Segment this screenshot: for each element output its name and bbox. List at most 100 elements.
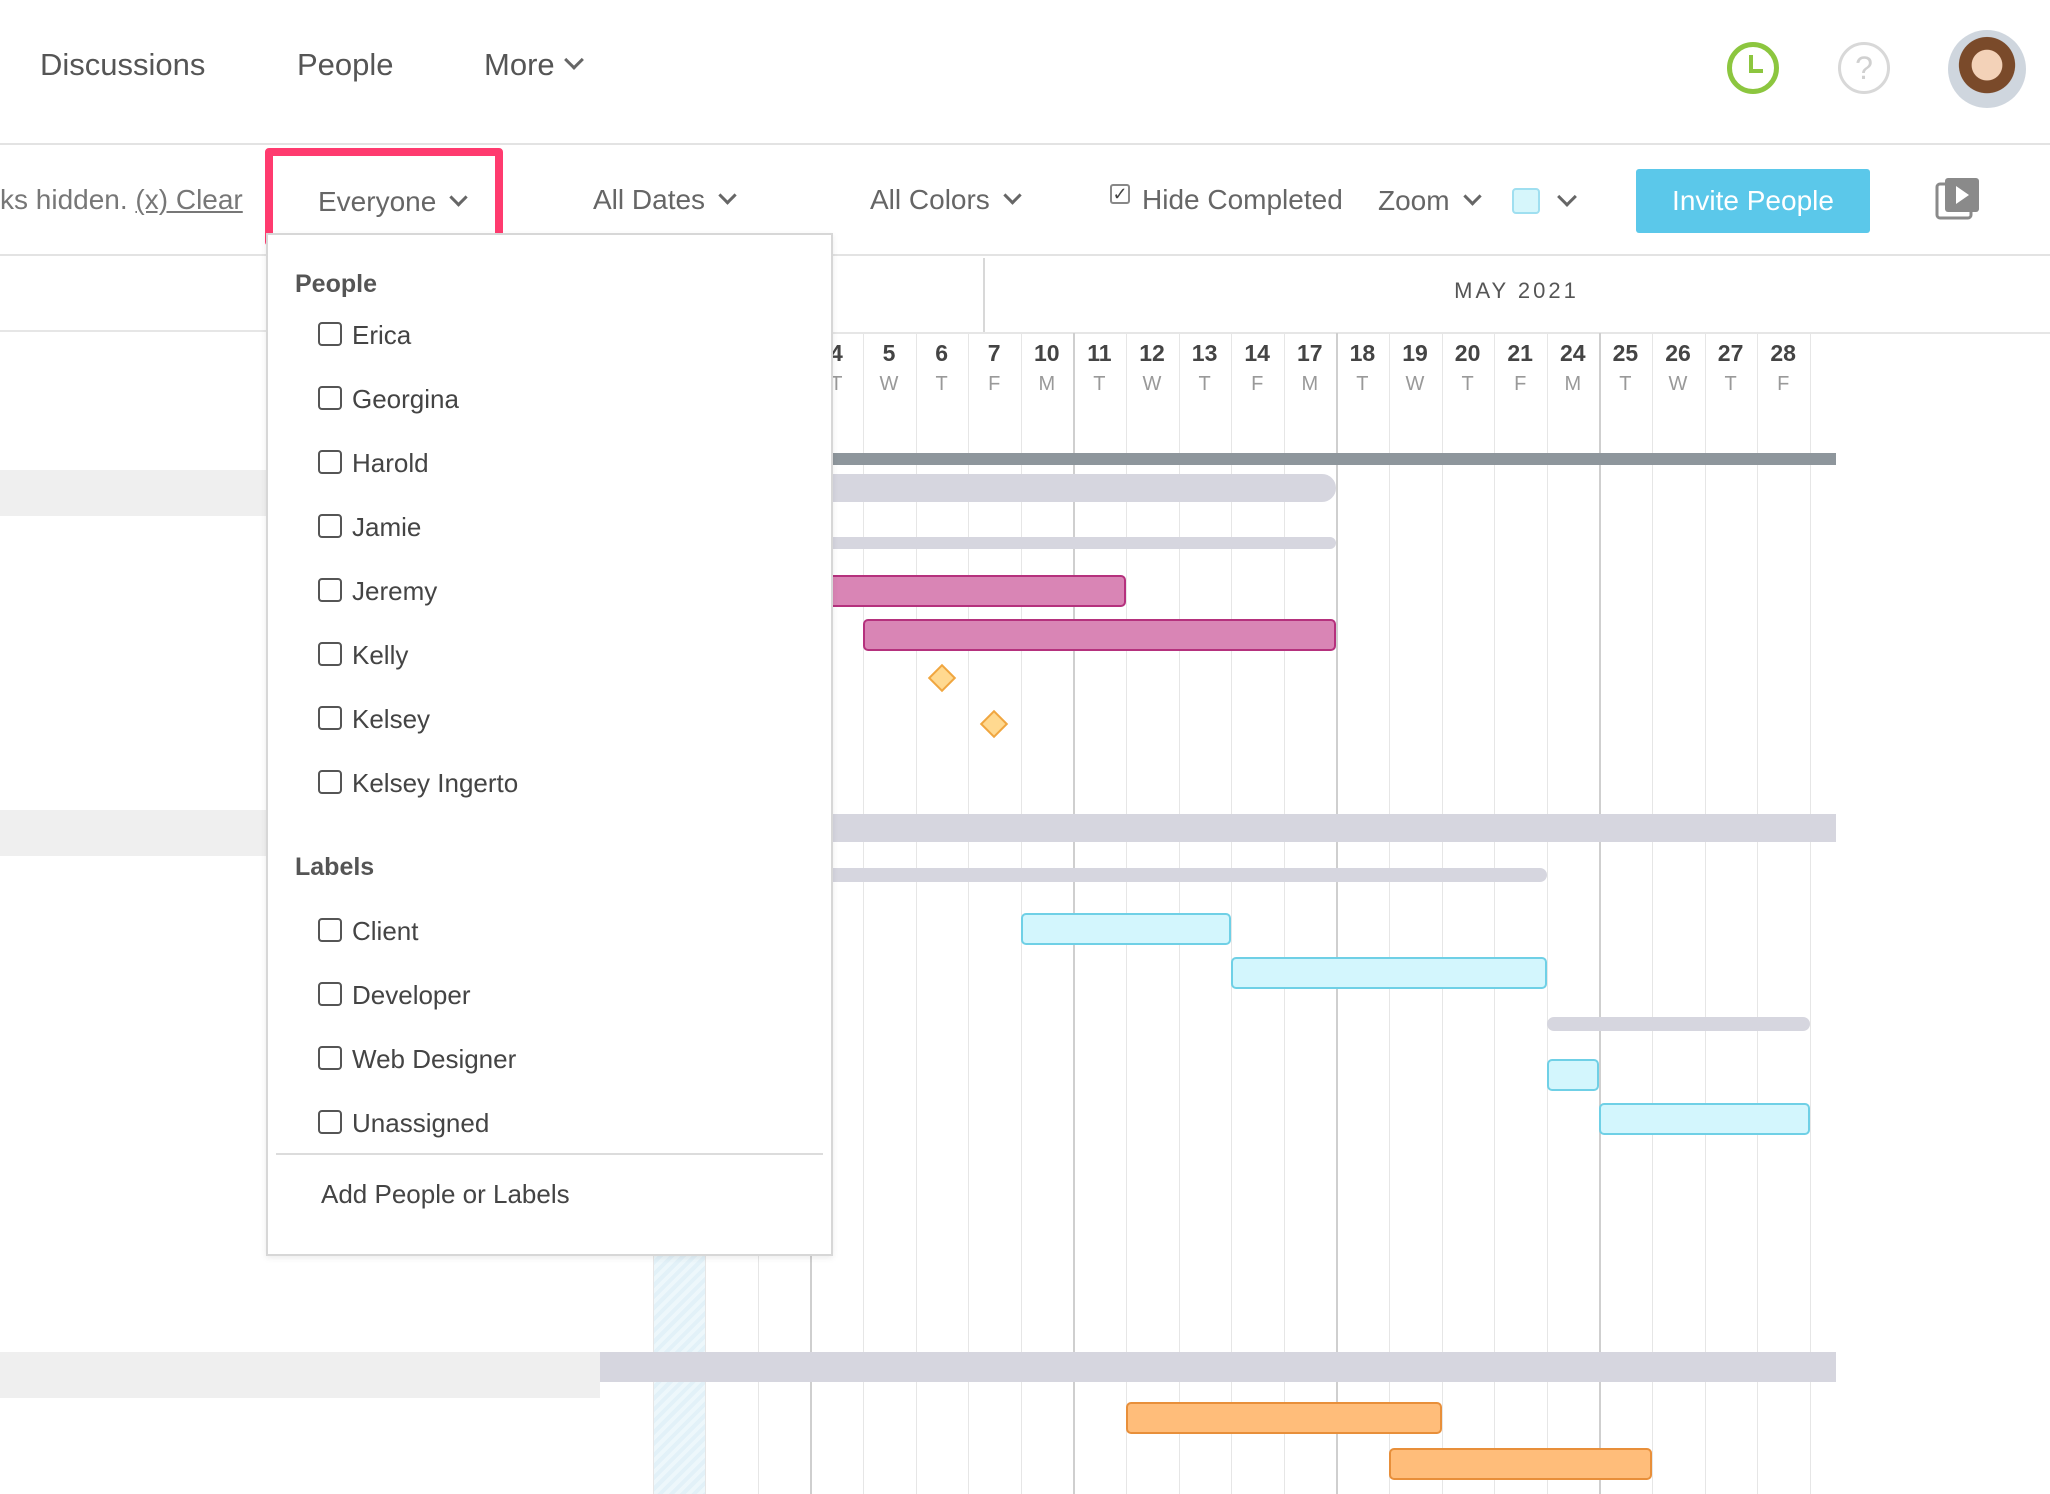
filter-option[interactable]: Kelsey Ingerto bbox=[318, 767, 518, 799]
hide-completed-label: Hide Completed bbox=[1142, 184, 1343, 215]
task-bar[interactable] bbox=[1231, 957, 1547, 989]
filter-option[interactable]: Georgina bbox=[318, 383, 459, 415]
task-bar[interactable] bbox=[1126, 1402, 1442, 1434]
filter-option-label: Erica bbox=[352, 320, 412, 350]
people-filter-dropdown: People Erica Georgina Harold Jamie Jeremy Kel… bbox=[266, 233, 833, 1256]
zoom-label: Zoom bbox=[1378, 185, 1450, 216]
clear-link[interactable]: (x) Clear bbox=[135, 184, 243, 215]
all-dates-label: All Dates bbox=[593, 184, 706, 215]
day-number: 21 bbox=[1507, 340, 1533, 366]
day-letter: F bbox=[1251, 373, 1264, 395]
everyone-highlight: Everyone bbox=[265, 148, 503, 246]
day-number: 24 bbox=[1560, 340, 1586, 366]
chevron-down-icon bbox=[563, 50, 584, 70]
task-bar[interactable] bbox=[1020, 913, 1232, 945]
task-bar[interactable] bbox=[863, 619, 1337, 651]
day-number: 11 bbox=[1087, 340, 1112, 366]
task-bar[interactable] bbox=[600, 1352, 1837, 1382]
day-letter: W bbox=[1405, 373, 1425, 395]
task-bar[interactable] bbox=[1389, 1448, 1652, 1480]
filter-option[interactable]: Jamie bbox=[318, 511, 421, 543]
grid-line bbox=[968, 333, 970, 1494]
day-letter: T bbox=[1198, 373, 1211, 395]
day-number: 4 bbox=[829, 340, 843, 366]
everyone-label: Everyone bbox=[318, 186, 437, 217]
day-letter: T bbox=[1093, 373, 1106, 395]
grid-line bbox=[1020, 333, 1022, 1494]
avatar[interactable] bbox=[1948, 30, 2026, 108]
invite-people-button[interactable]: Invite People bbox=[1636, 169, 1870, 233]
chevron-down-icon[interactable] bbox=[1557, 187, 1577, 207]
chevron-down-icon bbox=[718, 186, 737, 205]
day-number: 20 bbox=[1454, 340, 1481, 366]
checkbox-icon[interactable] bbox=[318, 514, 342, 538]
checkbox-icon[interactable] bbox=[318, 642, 342, 666]
filter-option[interactable]: Erica bbox=[318, 319, 411, 351]
filter-toolbar: ks hidden. (x) Clear Everyone All Dates … bbox=[0, 146, 2050, 256]
milestone-diamond[interactable] bbox=[927, 663, 956, 693]
play-video-icon[interactable] bbox=[1935, 176, 1981, 222]
task-bar[interactable] bbox=[757, 537, 1337, 549]
grid-line bbox=[915, 333, 917, 1494]
list-group-row[interactable] bbox=[0, 1352, 600, 1398]
grid-line bbox=[1546, 333, 1548, 1494]
filter-option[interactable]: Harold bbox=[318, 447, 429, 479]
filter-option-label: Harold bbox=[352, 448, 429, 478]
day-letter: T bbox=[1461, 373, 1474, 395]
hide-completed-checkbox[interactable]: ✓ bbox=[1110, 184, 1130, 204]
checkbox-icon[interactable] bbox=[318, 322, 342, 346]
day-number: 14 bbox=[1244, 340, 1270, 366]
hidden-tasks-note: ks hidden. (x) Clear bbox=[0, 180, 243, 220]
grid-line bbox=[1231, 333, 1233, 1494]
month-header: MAY 2021 bbox=[1454, 278, 1579, 303]
checkbox-icon[interactable] bbox=[318, 578, 342, 602]
chevron-down-icon bbox=[1462, 187, 1482, 206]
all-colors-filter[interactable]: All Colors bbox=[870, 180, 1022, 220]
milestone-diamond[interactable] bbox=[980, 709, 1009, 739]
task-bar[interactable] bbox=[1546, 1059, 1600, 1091]
filter-option-label: Web Designer bbox=[352, 1044, 517, 1074]
nav-people[interactable]: People bbox=[297, 47, 394, 82]
checkbox-icon[interactable] bbox=[318, 982, 342, 1006]
checkbox-icon[interactable] bbox=[318, 1110, 342, 1134]
clock-icon[interactable] bbox=[1727, 42, 1779, 94]
day-letter: T bbox=[830, 373, 843, 395]
day-number: 26 bbox=[1665, 340, 1691, 366]
chevron-down-icon bbox=[1003, 186, 1022, 205]
nav-more[interactable]: More bbox=[484, 45, 584, 85]
nav-discussions[interactable]: Discussions bbox=[40, 47, 206, 82]
filter-option[interactable]: Client bbox=[318, 915, 418, 947]
checkbox-icon[interactable] bbox=[318, 386, 342, 410]
top-navigation: Discussions People More ? bbox=[0, 0, 2050, 145]
checkbox-icon[interactable] bbox=[318, 450, 342, 474]
zoom-dropdown[interactable]: Zoom bbox=[1378, 181, 1482, 221]
grid-line bbox=[863, 333, 864, 1494]
help-icon[interactable]: ? bbox=[1838, 42, 1890, 94]
dropdown-divider bbox=[276, 1153, 823, 1155]
filter-option[interactable]: Jeremy bbox=[318, 575, 437, 607]
filter-option[interactable]: Unassigned bbox=[318, 1107, 489, 1139]
checkbox-icon[interactable] bbox=[318, 918, 342, 942]
everyone-filter-button[interactable]: Everyone bbox=[318, 182, 468, 222]
task-bar[interactable] bbox=[1599, 1103, 1810, 1135]
add-people-or-labels-link[interactable]: Add People or Labels bbox=[321, 1179, 570, 1209]
filter-option[interactable]: Developer bbox=[318, 979, 471, 1011]
filter-option[interactable]: Kelly bbox=[318, 639, 408, 671]
color-swatch[interactable] bbox=[1512, 188, 1540, 214]
all-colors-label: All Colors bbox=[870, 184, 990, 215]
day-number: 28 bbox=[1770, 340, 1796, 366]
filter-option-label: Jeremy bbox=[352, 576, 438, 606]
month-divider bbox=[983, 258, 985, 333]
all-dates-filter[interactable]: All Dates bbox=[593, 180, 737, 220]
day-number: 5 bbox=[882, 340, 896, 366]
day-letter: W bbox=[1142, 373, 1162, 395]
filter-option[interactable]: Web Designer bbox=[318, 1043, 516, 1075]
day-number: 27 bbox=[1717, 340, 1744, 366]
checkbox-icon[interactable] bbox=[318, 770, 342, 794]
task-bar[interactable] bbox=[1546, 1017, 1810, 1031]
checkbox-icon[interactable] bbox=[318, 706, 342, 730]
filter-option[interactable]: Kelsey bbox=[318, 703, 430, 735]
filter-option-label: Developer bbox=[352, 980, 471, 1010]
checkbox-icon[interactable] bbox=[318, 1046, 342, 1070]
filter-option-label: Client bbox=[352, 916, 419, 946]
